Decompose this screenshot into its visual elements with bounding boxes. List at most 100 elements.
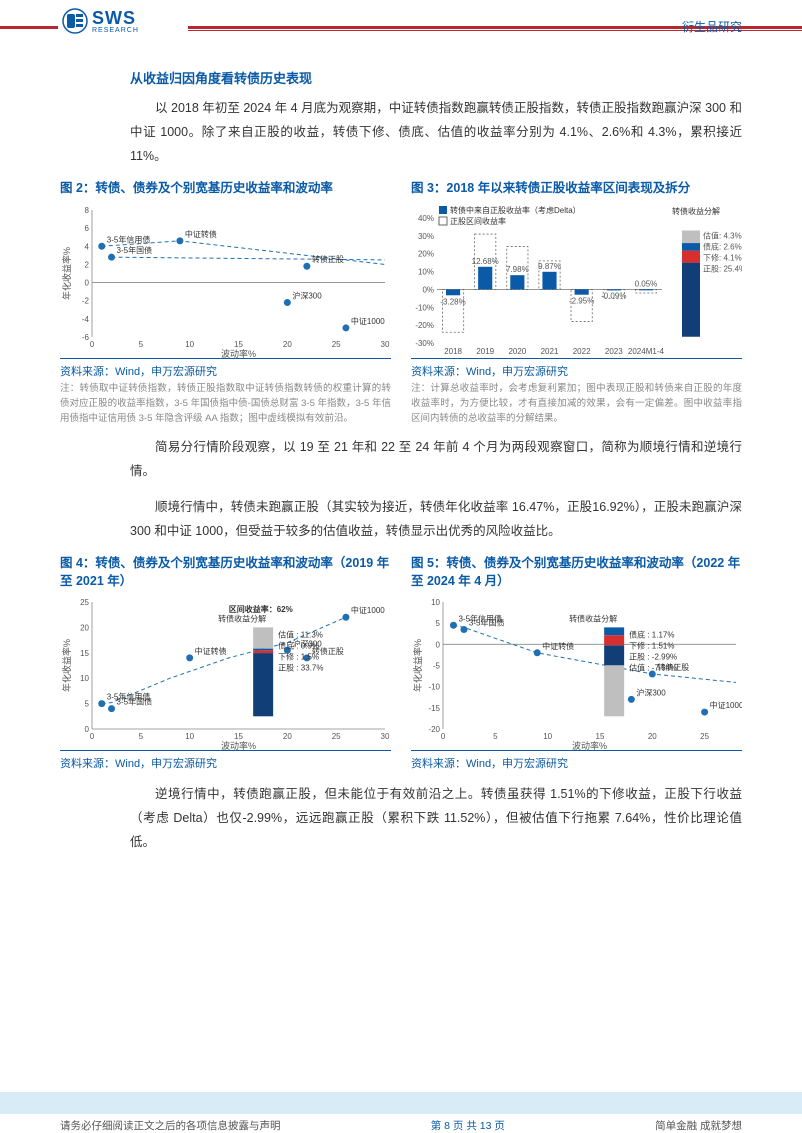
sws-logo-icon (62, 8, 88, 34)
svg-text:转债收益分解: 转债收益分解 (672, 206, 720, 216)
figure-3-chart: -30%-20%-10%0%10%20%30%40%转债中来自正股收益率（考虑D… (411, 204, 742, 359)
svg-text:估值 : 11.3%: 估值 : 11.3% (278, 630, 323, 640)
svg-text:波动率%: 波动率% (221, 348, 256, 359)
svg-text:10%: 10% (418, 267, 434, 276)
svg-text:30: 30 (381, 340, 390, 349)
svg-text:4: 4 (85, 242, 90, 251)
svg-text:8: 8 (85, 206, 90, 215)
svg-text:20: 20 (283, 340, 292, 349)
svg-text:10: 10 (431, 598, 440, 607)
svg-text:正股 : 33.7%: 正股 : 33.7% (278, 664, 323, 673)
svg-text:波动率%: 波动率% (572, 740, 607, 751)
svg-text:-10%: -10% (415, 303, 434, 312)
svg-text:年化收益率%: 年化收益率% (61, 247, 72, 300)
svg-text:中证转债: 中证转债 (185, 229, 217, 239)
svg-text:6: 6 (85, 224, 90, 233)
footer-band (0, 1092, 802, 1114)
svg-text:30: 30 (381, 732, 390, 741)
svg-text:0: 0 (436, 641, 441, 650)
svg-text:区间收益率：62%: 区间收益率：62% (229, 604, 293, 614)
svg-text:-2: -2 (82, 296, 90, 305)
svg-text:5: 5 (493, 732, 498, 741)
svg-text:转债收益分解: 转债收益分解 (218, 614, 266, 624)
svg-text:2019: 2019 (476, 347, 494, 356)
svg-text:年化收益率%: 年化收益率% (61, 639, 72, 692)
svg-text:0: 0 (90, 340, 95, 349)
svg-text:12.68%: 12.68% (472, 257, 499, 266)
svg-text:5: 5 (139, 340, 144, 349)
figure-2-chart: -6 -4 -2 0 2 4 6 8 0 5 10 15 20 25 30 波动率% 年化收益率% 3-5年信用债… (60, 204, 391, 359)
svg-text:0.05%: 0.05% (635, 279, 658, 288)
footer-disclosure: 请务必仔细阅读正文之后的各项信息披露与声明 (60, 1118, 281, 1133)
svg-text:5: 5 (85, 700, 90, 709)
svg-text:2023: 2023 (605, 347, 623, 356)
svg-text:转债正股: 转债正股 (312, 254, 344, 264)
svg-text:3-5年信用债: 3-5年信用债 (107, 234, 151, 244)
svg-text:9.87%: 9.87% (538, 262, 561, 271)
figure-row-1: 图 2：转债、债券及个别宽基历史收益率和波动率 -6-4-20246805101… (60, 180, 742, 426)
svg-text:沪深300: 沪深300 (292, 290, 322, 300)
figure-2-note: 注：转债取中证转债指数，转债正股指数取中证转债指数转债的权重计算的转债对应正股的… (60, 381, 391, 427)
footer-pagination: 第 8 页 共 13 页 (431, 1118, 505, 1133)
svg-text:波动率%: 波动率% (221, 740, 256, 751)
svg-text:15: 15 (234, 340, 243, 349)
svg-text:2022: 2022 (573, 347, 591, 356)
svg-text:2020: 2020 (508, 347, 526, 356)
svg-text:债底 : 1.17%: 债底 : 1.17% (629, 630, 674, 640)
svg-text:正股: 25.4%: 正股: 25.4% (703, 264, 742, 273)
paragraph-1: 以 2018 年初至 2024 年 4 月底为观察期，中证转债指数跑赢转债正股指… (130, 97, 742, 168)
svg-text:3-5年国债: 3-5年国债 (469, 618, 505, 628)
figure-4-title: 图 4：转债、债券及个别宽基历史收益率和波动率（2019 年至 2021 年） (60, 555, 391, 590)
svg-text:15: 15 (596, 732, 605, 741)
svg-text:-4: -4 (82, 315, 90, 324)
figure-5-chart: -20-15-10-505100510152025波动率%年化收益率%3-5年信… (411, 596, 742, 751)
logo-text-main: SWS (92, 9, 139, 27)
svg-text:30%: 30% (418, 232, 434, 241)
svg-text:-6: -6 (82, 333, 90, 342)
svg-text:0: 0 (85, 278, 90, 287)
figure-4-source: 资料来源：Wind，申万宏源研究 (60, 755, 391, 771)
svg-text:下修 : 1.5%: 下修 : 1.5% (278, 652, 319, 662)
paragraph-3: 顺境行情中，转债未跑赢正股（其实较为接近，转债年化收益率 16.47%，正股16… (130, 496, 742, 544)
footer-slogan: 简单金融 成就梦想 (655, 1118, 742, 1133)
svg-text:中证转债: 中证转债 (542, 641, 574, 651)
svg-text:沪深300: 沪深300 (636, 688, 666, 698)
svg-text:-30%: -30% (415, 339, 434, 348)
svg-text:0: 0 (441, 732, 446, 741)
svg-text:-5: -5 (433, 662, 441, 671)
figure-5: 图 5：转债、债券及个别宽基历史收益率和波动率（2022 年至 2024 年 4… (411, 555, 742, 773)
svg-text:5: 5 (139, 732, 144, 741)
paragraph-2: 简易分行情阶段观察，以 19 至 21 年和 22 至 24 年前 4 个月为两… (130, 436, 742, 484)
svg-text:0: 0 (90, 732, 95, 741)
svg-text:2018: 2018 (444, 347, 462, 356)
svg-text:0%: 0% (422, 285, 434, 294)
svg-text:10: 10 (185, 732, 194, 741)
svg-text:债底: 2.6%: 债底: 2.6% (703, 241, 742, 251)
svg-text:2: 2 (85, 260, 90, 269)
figure-5-title: 图 5：转债、债券及个别宽基历史收益率和波动率（2022 年至 2024 年 4… (411, 555, 742, 590)
figure-4-chart: 0510152025051015202530波动率%年化收益率%3-5年信用债3… (60, 596, 391, 751)
figure-row-2: 图 4：转债、债券及个别宽基历史收益率和波动率（2019 年至 2021 年） … (60, 555, 742, 773)
svg-text:正股区间收益率: 正股区间收益率 (450, 216, 506, 226)
figure-3: 图 3：2018 年以来转债正股收益率区间表现及拆分 -30%-20%-10%0… (411, 180, 742, 426)
svg-text:中证转债: 中证转债 (195, 646, 227, 656)
figure-2-source: 资料来源：Wind，申万宏源研究 (60, 363, 391, 379)
svg-text:-3.28%: -3.28% (440, 297, 465, 306)
svg-text:2024M1-4: 2024M1-4 (628, 347, 665, 356)
svg-text:20: 20 (80, 624, 89, 633)
svg-text:转债中来自正股收益率（考虑Delta）: 转债中来自正股收益率（考虑Delta） (450, 205, 581, 215)
svg-text:下修 : 1.51%: 下修 : 1.51% (629, 641, 674, 651)
svg-text:10: 10 (185, 340, 194, 349)
svg-text:15: 15 (80, 649, 89, 658)
svg-text:20%: 20% (418, 249, 434, 258)
svg-text:15: 15 (234, 732, 243, 741)
svg-text:25: 25 (332, 340, 341, 349)
svg-text:债底 : 0.9%: 债底 : 0.9% (278, 641, 319, 651)
figure-3-note: 注：计算总收益率时，会考虑复利累加；图中表现正股和转债来自正股的年度收益率时，为… (411, 381, 742, 427)
svg-text:-10: -10 (428, 683, 440, 692)
svg-text:25: 25 (332, 732, 341, 741)
figure-5-source: 资料来源：Wind，申万宏源研究 (411, 755, 742, 771)
svg-text:估值 : -7.64%: 估值 : -7.64% (629, 663, 677, 673)
svg-text:20: 20 (648, 732, 657, 741)
svg-text:年化收益率%: 年化收益率% (412, 639, 423, 692)
